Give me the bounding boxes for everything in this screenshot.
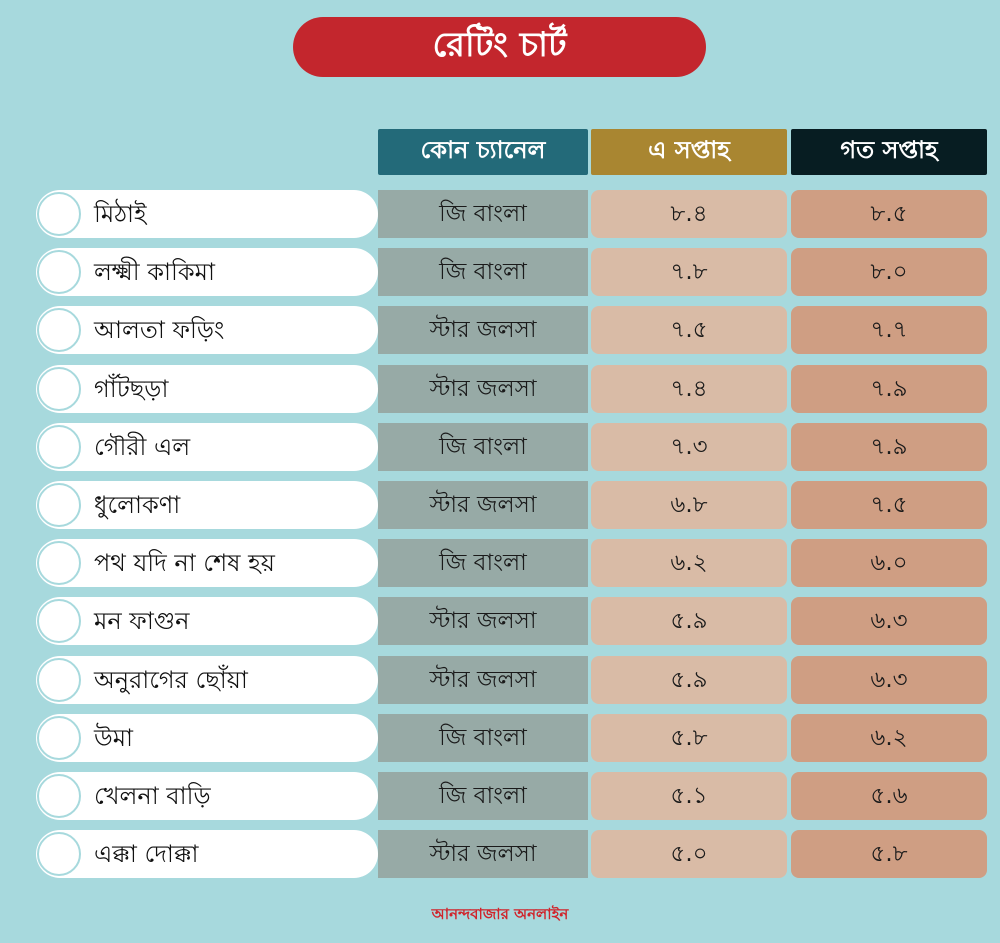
- serial-name: আলতা ফড়িং: [94, 316, 225, 344]
- serial-name-pill: [36, 597, 378, 645]
- table-row: গাঁটছড়া স্টার জলসা ৭.৪ ৭.৯: [0, 365, 1000, 413]
- table-row: উমা জি বাংলা ৫.৮ ৬.২: [0, 714, 1000, 762]
- last-week-rating-cell: ৮.৫: [791, 190, 987, 238]
- this-week-rating-cell: ৫.৯: [591, 597, 787, 645]
- last-week-rating-cell: ৬.৩: [791, 656, 987, 704]
- this-week-rating-cell: ৫.৮: [591, 714, 787, 762]
- row-bullet-icon: [37, 716, 81, 760]
- serial-name-pill: [36, 772, 378, 820]
- channel-cell: স্টার জলসা: [378, 830, 588, 878]
- table-row: গৌরী এল জি বাংলা ৭.৩ ৭.৯: [0, 423, 1000, 471]
- last-week-rating-cell: ৫.৬: [791, 772, 987, 820]
- this-week-rating-cell: ৭.৪: [591, 365, 787, 413]
- channel-cell: জি বাংলা: [378, 248, 588, 296]
- channel-cell: জি বাংলা: [378, 772, 588, 820]
- last-week-rating-cell: ৫.৮: [791, 830, 987, 878]
- row-bullet-icon: [37, 599, 81, 643]
- row-bullet-icon: [37, 832, 81, 876]
- serial-name-pill: [36, 306, 378, 354]
- serial-name: মন ফাগুন: [94, 607, 190, 635]
- this-week-rating-cell: ৬.২: [591, 539, 787, 587]
- row-bullet-icon: [37, 483, 81, 527]
- footer-credit: আনন্দবাজার অনলাইন: [431, 905, 569, 923]
- table-row: মন ফাগুন স্টার জলসা ৫.৯ ৬.৩: [0, 597, 1000, 645]
- table-row: লক্ষ্মী কাকিমা জি বাংলা ৭.৮ ৮.০: [0, 248, 1000, 296]
- last-week-rating-cell: ৮.০: [791, 248, 987, 296]
- serial-name: গৌরী এল: [94, 433, 191, 461]
- this-week-rating-cell: ৬.৮: [591, 481, 787, 529]
- serial-name-pill: [36, 481, 378, 529]
- serial-name: ধুলোকণা: [94, 491, 181, 519]
- serial-name-pill: [36, 423, 378, 471]
- last-week-rating-cell: ৭.৫: [791, 481, 987, 529]
- serial-name: মিঠাই: [94, 200, 147, 228]
- row-bullet-icon: [37, 425, 81, 469]
- row-bullet-icon: [37, 308, 81, 352]
- serial-name-pill: [36, 830, 378, 878]
- channel-cell: স্টার জলসা: [378, 656, 588, 704]
- channel-cell: জি বাংলা: [378, 714, 588, 762]
- serial-name: লক্ষ্মী কাকিমা: [94, 258, 215, 286]
- serial-name: পথ যদি না শেষ হয়: [94, 549, 275, 577]
- channel-cell: স্টার জলসা: [378, 306, 588, 354]
- channel-cell: জি বাংলা: [378, 539, 588, 587]
- row-bullet-icon: [37, 250, 81, 294]
- channel-cell: স্টার জলসা: [378, 597, 588, 645]
- serial-name-pill: [36, 190, 378, 238]
- last-week-rating-cell: ৭.৯: [791, 423, 987, 471]
- channel-cell: জি বাংলা: [378, 423, 588, 471]
- table-row: আলতা ফড়িং স্টার জলসা ৭.৫ ৭.৭: [0, 306, 1000, 354]
- last-week-rating-cell: ৭.৯: [791, 365, 987, 413]
- chart-title: রেটিং চার্ট: [293, 17, 706, 77]
- serial-name: গাঁটছড়া: [94, 375, 169, 403]
- row-bullet-icon: [37, 367, 81, 411]
- serial-name: অনুরাগের ছোঁয়া: [94, 666, 248, 694]
- row-bullet-icon: [37, 541, 81, 585]
- table-row: পথ যদি না শেষ হয় জি বাংলা ৬.২ ৬.০: [0, 539, 1000, 587]
- header-last-week: গত সপ্তাহ: [791, 129, 987, 175]
- this-week-rating-cell: ৮.৪: [591, 190, 787, 238]
- this-week-rating-cell: ৫.১: [591, 772, 787, 820]
- table-row: মিঠাই জি বাংলা ৮.৪ ৮.৫: [0, 190, 1000, 238]
- last-week-rating-cell: ৬.২: [791, 714, 987, 762]
- channel-cell: স্টার জলসা: [378, 365, 588, 413]
- table-row: ধুলোকণা স্টার জলসা ৬.৮ ৭.৫: [0, 481, 1000, 529]
- row-bullet-icon: [37, 192, 81, 236]
- header-channel: কোন চ্যানেল: [378, 129, 588, 175]
- table-row: খেলনা বাড়ি জি বাংলা ৫.১ ৫.৬: [0, 772, 1000, 820]
- this-week-rating-cell: ৭.৩: [591, 423, 787, 471]
- serial-name: খেলনা বাড়ি: [94, 782, 211, 810]
- last-week-rating-cell: ৭.৭: [791, 306, 987, 354]
- last-week-rating-cell: ৬.০: [791, 539, 987, 587]
- header-this-week: এ সপ্তাহ: [591, 129, 787, 175]
- row-bullet-icon: [37, 774, 81, 818]
- this-week-rating-cell: ৫.০: [591, 830, 787, 878]
- this-week-rating-cell: ৫.৯: [591, 656, 787, 704]
- this-week-rating-cell: ৭.৮: [591, 248, 787, 296]
- last-week-rating-cell: ৬.৩: [791, 597, 987, 645]
- serial-name: উমা: [94, 724, 133, 752]
- this-week-rating-cell: ৭.৫: [591, 306, 787, 354]
- channel-cell: স্টার জলসা: [378, 481, 588, 529]
- serial-name: এক্কা দোক্কা: [94, 840, 199, 868]
- row-bullet-icon: [37, 658, 81, 702]
- serial-name-pill: [36, 656, 378, 704]
- table-row: অনুরাগের ছোঁয়া স্টার জলসা ৫.৯ ৬.৩: [0, 656, 1000, 704]
- serial-name-pill: [36, 248, 378, 296]
- serial-name-pill: [36, 714, 378, 762]
- channel-cell: জি বাংলা: [378, 190, 588, 238]
- serial-name-pill: [36, 365, 378, 413]
- serial-name-pill: [36, 539, 378, 587]
- table-row: এক্কা দোক্কা স্টার জলসা ৫.০ ৫.৮: [0, 830, 1000, 878]
